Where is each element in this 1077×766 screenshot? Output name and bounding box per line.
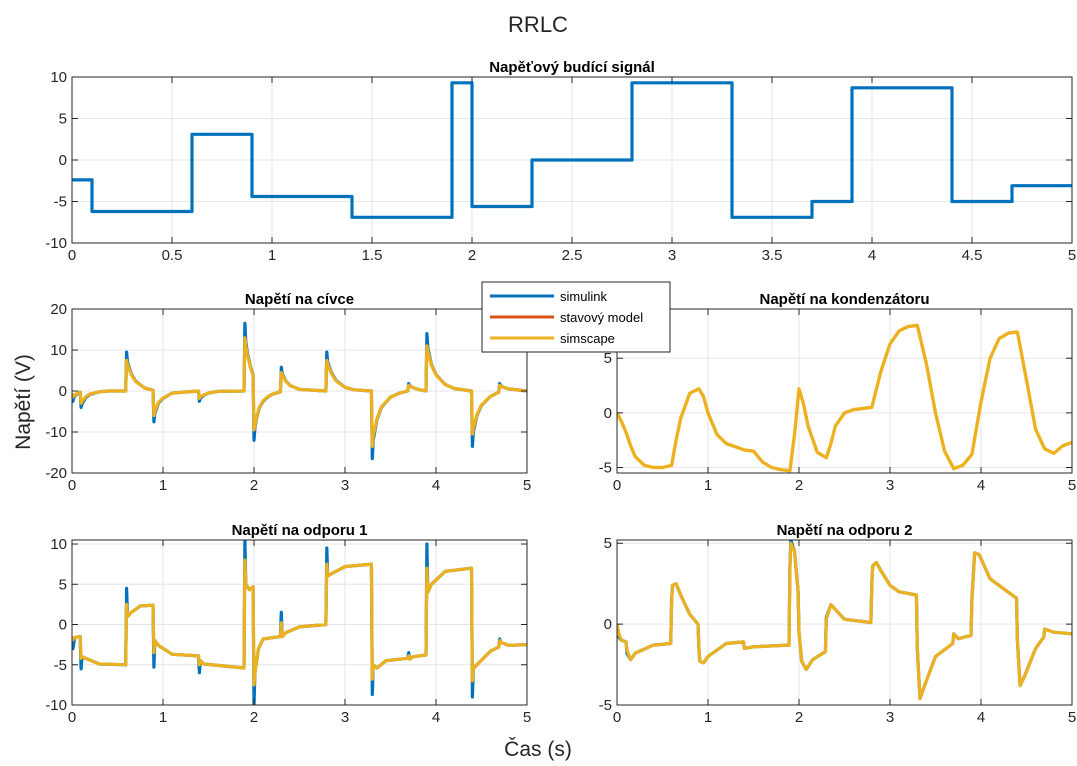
y-tick-label: -20 xyxy=(45,465,67,482)
legend-label-simscape: simscape xyxy=(560,331,615,346)
x-tick-label: 5 xyxy=(1068,247,1076,264)
y-tick-label: 5 xyxy=(59,576,67,593)
y-tick-label: -5 xyxy=(54,194,67,211)
x-tick-label: 4 xyxy=(868,247,876,264)
y-tick-label: 10 xyxy=(50,69,67,86)
y-tick-label: 5 xyxy=(604,350,612,367)
y-tick-label: 10 xyxy=(50,536,67,553)
y-tick-label: -10 xyxy=(45,235,67,252)
x-tick-label: 3 xyxy=(886,709,894,726)
y-tick-label: 5 xyxy=(59,111,67,128)
x-tick-label: 4 xyxy=(977,709,985,726)
x-tick-label: 1 xyxy=(159,709,167,726)
axes-box xyxy=(71,539,528,706)
x-tick-label: 3.5 xyxy=(762,247,783,264)
x-tick-label: 3 xyxy=(668,247,676,264)
x-tick-label: 2 xyxy=(795,709,803,726)
x-tick-label: 4 xyxy=(977,477,985,494)
figure-ylabel: Napětí (V) xyxy=(12,354,35,450)
legend-label-simulink: simulink xyxy=(560,289,607,304)
x-tick-label: 2 xyxy=(250,477,258,494)
x-tick-label: 0 xyxy=(613,477,621,494)
x-tick-label: 2.5 xyxy=(562,247,583,264)
legend-label-state-model: stavový model xyxy=(560,310,643,325)
series-line-1 xyxy=(72,558,527,687)
plot-title: Napětí na odporu 2 xyxy=(777,522,913,539)
x-tick-label: 0 xyxy=(68,477,76,494)
plot-area xyxy=(617,540,1072,705)
plot-title: Napětí na odporu 1 xyxy=(232,522,368,539)
y-tick-label: 10 xyxy=(50,342,67,359)
x-tick-label: 1 xyxy=(704,477,712,494)
plot-excitation-signal: 0 0.5 1 1.5 2 2.5 3 3.5 4 4.5 5 -10 -5 0 5 10 Napěťový b… xyxy=(45,59,1076,264)
x-tick-label: 3 xyxy=(886,477,894,494)
legend: simulink stavový model simscape xyxy=(481,281,671,353)
axes-box xyxy=(616,539,1073,706)
x-tick-label: 1 xyxy=(704,709,712,726)
series-group xyxy=(72,321,527,461)
figure-xlabel: Čas (s) xyxy=(504,738,572,761)
figure-suptitle: RRLC xyxy=(508,12,568,37)
series-line-0 xyxy=(72,81,1072,219)
plot-inductor-voltage: 0 1 2 3 4 5 -20 -10 0 10 20 Napětí na cívce xyxy=(45,291,531,494)
x-tick-label: 2 xyxy=(795,477,803,494)
y-tick-label: -10 xyxy=(45,424,67,441)
y-tick-label: -10 xyxy=(45,697,67,714)
plot-title: Napětí na kondenzátoru xyxy=(759,291,929,308)
x-tick-label: 5 xyxy=(1068,477,1076,494)
y-tick-label: 0 xyxy=(59,617,67,634)
x-tick-label: 0 xyxy=(68,709,76,726)
series-group xyxy=(72,81,1072,219)
series-line-1 xyxy=(72,336,527,448)
series-line-1 xyxy=(617,541,1072,701)
y-tick-label: 0 xyxy=(604,405,612,422)
x-tick-label: 0 xyxy=(68,247,76,264)
x-tick-label: 1 xyxy=(268,247,276,264)
y-tick-label: -5 xyxy=(599,460,612,477)
x-tick-label: 5 xyxy=(523,477,531,494)
series-group xyxy=(72,540,527,705)
series-group xyxy=(617,323,1072,473)
x-tick-label: 5 xyxy=(1068,709,1076,726)
x-tick-label: 0.5 xyxy=(162,247,183,264)
x-tick-label: 1 xyxy=(159,477,167,494)
x-tick-label: 3 xyxy=(341,477,349,494)
y-tick-label: 0 xyxy=(59,152,67,169)
plot-area xyxy=(617,309,1072,473)
x-tick-label: 1.5 xyxy=(362,247,383,264)
plot-resistor1-voltage: 0 1 2 3 4 5 -10 -5 0 5 10 Napětí na odporu 1 xyxy=(45,522,531,726)
series-line-1 xyxy=(617,323,1072,473)
x-tick-label: 2 xyxy=(250,709,258,726)
plot-area xyxy=(72,540,527,705)
y-tick-label: 0 xyxy=(59,383,67,400)
y-tick-label: 20 xyxy=(50,301,67,318)
plot-title: Napětí na cívce xyxy=(245,291,354,308)
y-tick-label: 5 xyxy=(604,535,612,552)
plot-title: Napěťový budící signál xyxy=(489,59,655,76)
axes-box xyxy=(616,308,1073,474)
x-tick-label: 4 xyxy=(432,477,440,494)
x-tick-label: 5 xyxy=(523,709,531,726)
x-tick-label: 0 xyxy=(613,709,621,726)
series-group xyxy=(617,540,1072,701)
x-tick-label: 2 xyxy=(468,247,476,264)
x-tick-label: 3 xyxy=(341,709,349,726)
y-tick-label: -5 xyxy=(599,697,612,714)
y-tick-label: 0 xyxy=(604,616,612,633)
y-tick-label: -5 xyxy=(54,657,67,674)
x-tick-label: 4.5 xyxy=(962,247,983,264)
x-tick-label: 4 xyxy=(432,709,440,726)
